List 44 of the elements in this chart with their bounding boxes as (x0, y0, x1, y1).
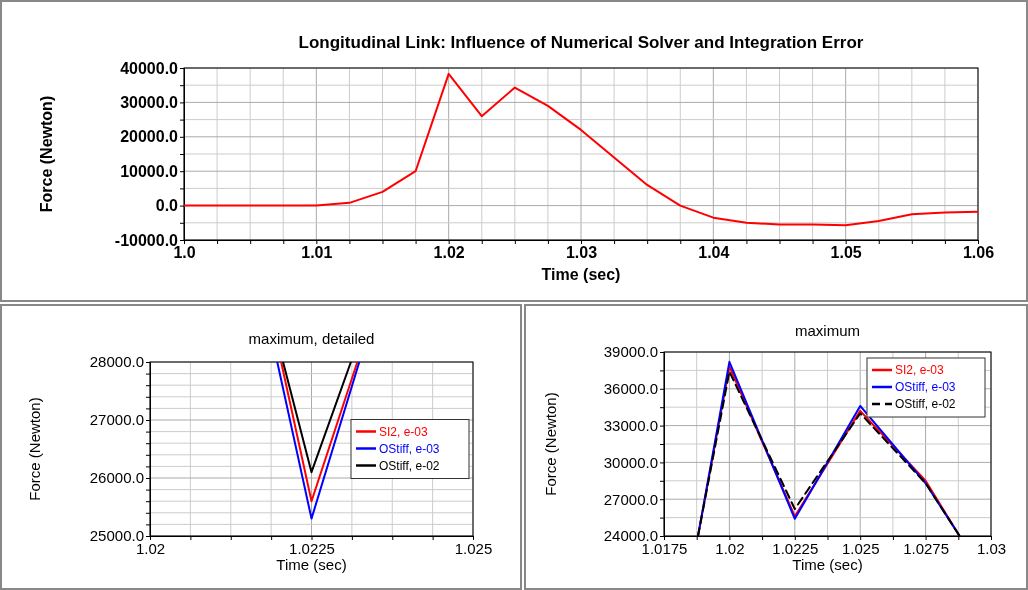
y-tick-label: 10000.0 (120, 162, 179, 180)
x-axis-title: Time (sec) (792, 556, 863, 573)
y-tick-label: 27000.0 (603, 490, 658, 508)
y-tick-label: 30000.0 (603, 453, 658, 471)
x-tick-label: 1.0225 (289, 539, 335, 557)
x-tick-label: 1.01 (301, 244, 333, 262)
y-axis-title: Force (Newton) (542, 392, 559, 496)
chart-title: maximum (794, 322, 861, 339)
x-axis-title: Time (sec) (541, 266, 621, 283)
chart-title: Longitudinal Link: Influence of Numerical Solver and Integration Error (298, 33, 864, 52)
y-tick-label: 20000.0 (120, 128, 179, 146)
line-series (184, 72, 978, 227)
x-axis-title: Time (sec) (276, 556, 347, 573)
x-tick-label: 1.02 (433, 244, 465, 262)
y-axis-title: Force (Newton) (38, 95, 55, 213)
y-tick-label: 26000.0 (89, 469, 144, 487)
x-tick-label: 1.04 (698, 244, 730, 262)
legend-label: SI2, e-03 (895, 363, 945, 377)
legend-label: OStiff, e-03 (379, 441, 440, 456)
y-tick-label: 39000.0 (603, 343, 658, 361)
y-tick-label: 30000.0 (120, 94, 179, 112)
x-tick-label: 1.06 (962, 244, 995, 262)
x-tick-label: 1.025 (454, 539, 493, 557)
y-tick-label: 28000.0 (89, 353, 144, 371)
legend-label: OStiff, e-02 (895, 397, 956, 411)
chart-title: maximum, detailed (248, 330, 375, 347)
x-tick-label: 1.0275 (903, 539, 950, 557)
x-tick-label: 1.05 (830, 244, 862, 262)
y-axis-title: Force (Newton) (26, 397, 43, 501)
x-tick-label: 1.025 (841, 539, 880, 557)
legend-label: SI2, e-03 (379, 424, 429, 439)
y-tick-label: 40000.0 (120, 59, 179, 77)
x-tick-label: 1.03 (565, 244, 598, 262)
y-tick-label: 25000.0 (89, 527, 144, 545)
y-tick-label: 36000.0 (603, 380, 658, 398)
x-tick-label: 1.03 (976, 539, 1007, 557)
x-tick-label: 1.02 (715, 539, 745, 557)
y-tick-label: 27000.0 (89, 411, 144, 429)
legend-label: OStiff, e-03 (895, 380, 956, 394)
x-tick-label: 1.0225 (772, 539, 819, 557)
y-tick-label: 24000.0 (603, 527, 658, 545)
legend-label: OStiff, e-02 (379, 458, 440, 473)
y-tick-label: 33000.0 (603, 416, 658, 434)
y-tick-label: 0.0 (155, 197, 179, 215)
